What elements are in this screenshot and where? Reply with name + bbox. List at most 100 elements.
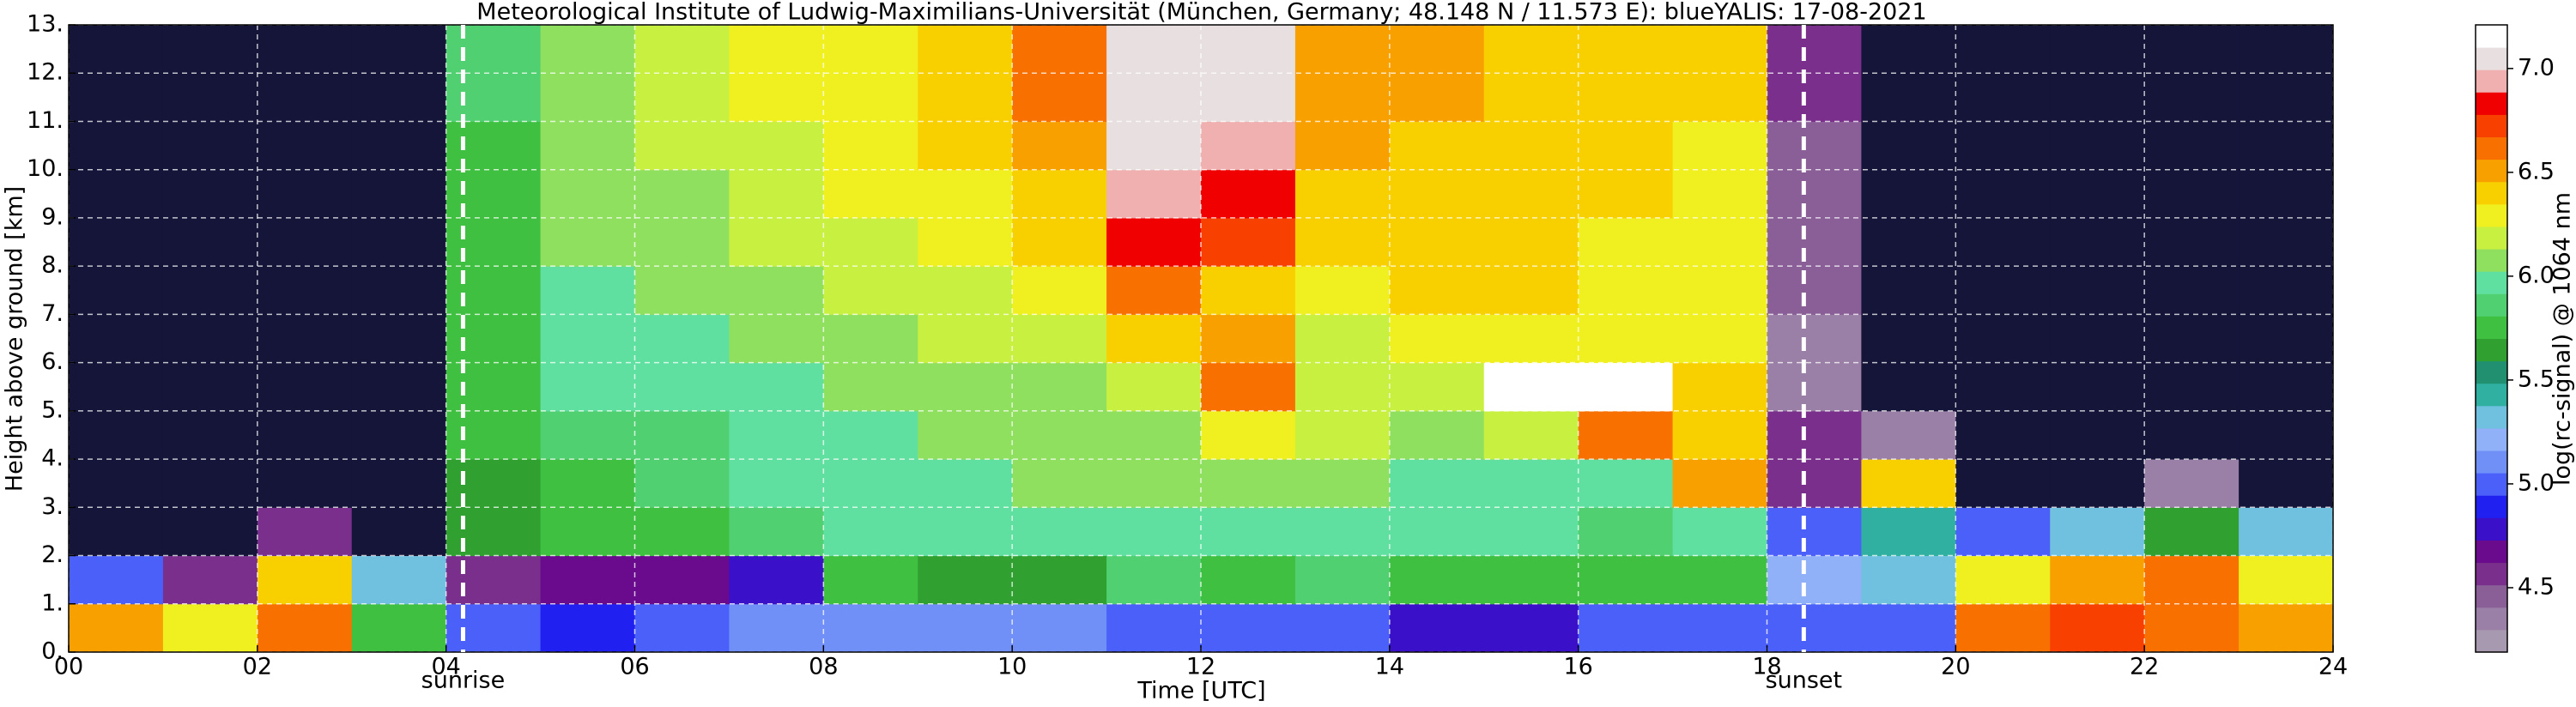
heatmap-cell (1106, 603, 1202, 653)
heatmap-cell (1955, 314, 2051, 364)
heatmap-cell (1012, 217, 1107, 267)
colorbar-tick-label: 6.5 (2518, 158, 2555, 184)
heatmap-cell (729, 121, 824, 171)
heatmap-cell (823, 266, 918, 315)
heatmap-cell (2050, 217, 2145, 267)
heatmap-cell (2239, 459, 2334, 508)
heatmap-cell (1201, 217, 1296, 267)
heatmap-cell (918, 603, 1013, 653)
heatmap-cell (1012, 25, 1107, 74)
heatmap-cell (2144, 25, 2240, 74)
heatmap-cell (1767, 121, 1862, 171)
heatmap-cell (540, 169, 635, 219)
heatmap-cell (823, 555, 918, 605)
x-tick-label: 18 (1752, 654, 1781, 680)
plot-frame (68, 24, 2334, 653)
heatmap-cell (1578, 555, 1674, 605)
heatmap-cell (823, 603, 918, 653)
heatmap-cell (2144, 217, 2240, 267)
colorbar-segment (2476, 114, 2507, 138)
heatmap-cell (351, 555, 447, 605)
heatmap-cell (1483, 507, 1579, 557)
colorbar-segment (2476, 473, 2507, 496)
heatmap-cell (1578, 362, 1674, 412)
heatmap-cell (1861, 459, 1956, 508)
heatmap-cell (1201, 507, 1296, 557)
heatmap-cell (1955, 266, 2051, 315)
heatmap-cell (257, 362, 353, 412)
heatmap-cell (69, 217, 164, 267)
heatmap-cell (1861, 266, 1956, 315)
heatmap-cell (351, 266, 447, 315)
heatmap-cell (1389, 217, 1485, 267)
heatmap-cell (257, 314, 353, 364)
heatmap-cell (1389, 314, 1485, 364)
heatmap-cell (162, 555, 258, 605)
heatmap-cell (1106, 25, 1202, 74)
heatmap-cell (1955, 25, 2051, 74)
heatmap-cell (445, 73, 542, 122)
heatmap-cell (1389, 362, 1485, 412)
heatmap-cell (69, 169, 164, 219)
x-tick-label: 10 (997, 654, 1027, 680)
heatmap-cell (445, 266, 542, 315)
heatmap-cell (69, 314, 164, 364)
heatmap-cell (1767, 314, 1862, 364)
heatmap-cell (1106, 410, 1202, 460)
colorbar-segment (2476, 540, 2507, 564)
heatmap-cell (1201, 410, 1296, 460)
heatmap-cell (1578, 25, 1674, 74)
heatmap-cell (918, 362, 1013, 412)
colorbar-segment (2476, 159, 2507, 183)
heatmap-cell (918, 266, 1013, 315)
heatmap-cell (351, 169, 447, 219)
chart-title: Meteorological Institute of Ludwig-Maxim… (476, 0, 1926, 26)
heatmap-cell (918, 73, 1013, 122)
heatmap-cell (1106, 314, 1202, 364)
heatmap-cell (2050, 410, 2145, 460)
heatmap-cell (1861, 410, 1956, 460)
y-tick-label: 3. (41, 493, 64, 520)
colorbar-label: log(rc-signal) @ 1064 nm (2549, 192, 2576, 486)
heatmap-cell (1578, 169, 1674, 219)
heatmap-cell (162, 410, 258, 460)
heatmap-cell (445, 410, 542, 460)
heatmap-cell (2050, 459, 2145, 508)
heatmap-cell (351, 217, 447, 267)
heatmap-cell (445, 603, 542, 653)
heatmap-cell (1106, 169, 1202, 219)
heatmap-cell (445, 314, 542, 364)
colorbar-frame (2475, 24, 2508, 653)
heatmap-cell (729, 555, 824, 605)
heatmap-cell (918, 507, 1013, 557)
heatmap-cell (162, 314, 258, 364)
heatmap-cell (1012, 410, 1107, 460)
heatmap-cell (1672, 362, 1767, 412)
heatmap-cell (69, 459, 164, 508)
heatmap-cell (2144, 555, 2240, 605)
heatmap-cell (823, 217, 918, 267)
heatmap-cell (823, 507, 918, 557)
colorbar-segment (2476, 293, 2507, 317)
heatmap-cell (69, 603, 164, 653)
colorbar-tick-label: 6.0 (2518, 262, 2555, 288)
heatmap-cell (257, 169, 353, 219)
heatmap-cell (918, 410, 1013, 460)
heatmap-cell (1201, 25, 1296, 74)
heatmap-cell (1672, 121, 1767, 171)
heatmap-cell (823, 459, 918, 508)
y-tick-label: 8. (41, 252, 64, 279)
colorbar-tick-label: 5.0 (2518, 469, 2555, 496)
heatmap-cell (1012, 362, 1107, 412)
heatmap-cell (257, 73, 353, 122)
heatmap-cell (1012, 603, 1107, 653)
heatmap-cell (1012, 314, 1107, 364)
heatmap-cell (729, 73, 824, 122)
heatmap-cell (634, 459, 730, 508)
heatmap-cell (1201, 459, 1296, 508)
heatmap-cell (1767, 507, 1862, 557)
colorbar-segment (2476, 607, 2507, 631)
heatmap-cell (351, 459, 447, 508)
heatmap-cell (1012, 555, 1107, 605)
heatmap-cell (634, 73, 730, 122)
